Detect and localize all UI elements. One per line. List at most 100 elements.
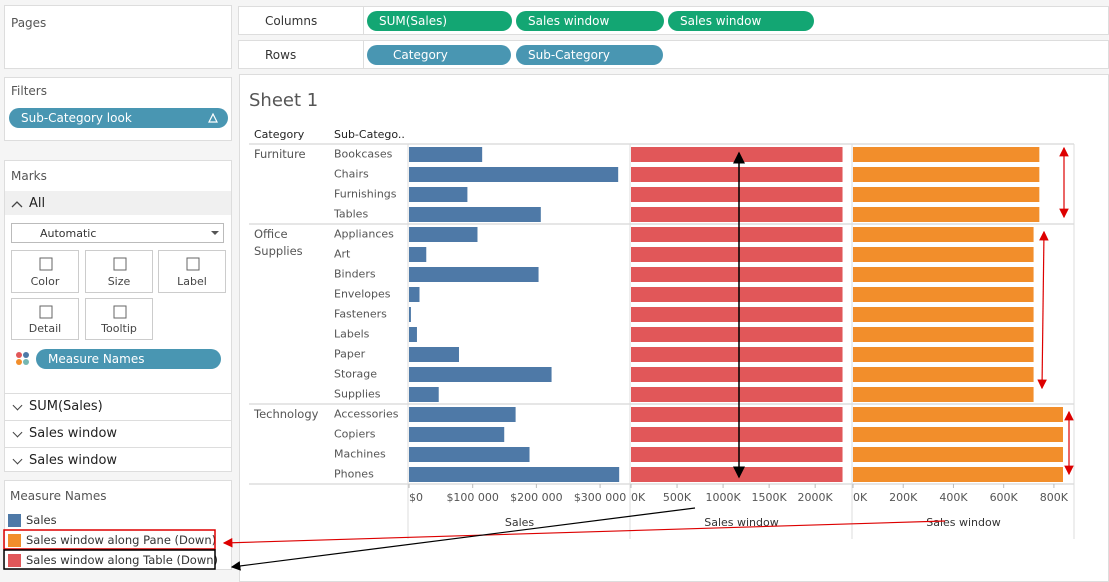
bar: [631, 247, 843, 262]
mark-card[interactable]: Sales window: [29, 453, 118, 468]
bar: [853, 267, 1034, 282]
bar: [631, 147, 843, 162]
dropdown-arrow: [211, 231, 219, 239]
bar: [853, 387, 1034, 402]
column-pill[interactable]: Sales window: [516, 11, 664, 31]
bar: [631, 467, 843, 482]
x-tick-label: 400K: [939, 491, 968, 504]
mark-type: Automatic: [40, 227, 97, 240]
axis-title: Sales window: [926, 516, 1001, 529]
row-header: Category: [254, 128, 305, 141]
mark-button[interactable]: Size: [85, 250, 153, 293]
mark-card[interactable]: Sales window: [29, 426, 118, 441]
bar: [631, 307, 843, 322]
subcategory-label: Accessories: [334, 408, 399, 421]
card-separator: [5, 447, 231, 448]
bar: [409, 207, 541, 222]
filter-pill-label: Sub-Category look: [21, 111, 132, 125]
subcategory-label: Paper: [334, 348, 366, 361]
bar: [853, 467, 1063, 482]
measure-names-pill[interactable]: Measure Names: [36, 349, 221, 369]
bar: [409, 407, 516, 422]
bar: [853, 347, 1034, 362]
bar: [631, 447, 843, 462]
x-tick-label: 500K: [663, 491, 692, 504]
mark-button-label: Color: [30, 275, 60, 288]
marks-all-row[interactable]: [5, 191, 231, 215]
subcategory-label: Binders: [334, 268, 376, 281]
subcategory-label: Copiers: [334, 428, 376, 441]
x-tick-label: $300 000: [574, 491, 627, 504]
bar: [853, 147, 1040, 162]
filters-card: Filters Sub-Category look: [4, 77, 232, 141]
x-tick-label: $200 000: [510, 491, 563, 504]
mark-button[interactable]: Detail: [11, 298, 79, 340]
card-separator: [5, 393, 231, 394]
bar: [409, 367, 552, 382]
mark-card[interactable]: SUM(Sales): [29, 399, 103, 414]
marks-all: All: [29, 196, 46, 211]
bar: [409, 447, 530, 462]
bar: [853, 207, 1040, 222]
mark-button[interactable]: Tooltip: [85, 298, 153, 340]
bar: [631, 167, 843, 182]
row-pill[interactable]: Sub-Category: [516, 45, 663, 65]
bar: [631, 427, 843, 442]
x-tick-label: 600K: [990, 491, 1019, 504]
subcategory-label: Envelopes: [334, 288, 391, 301]
bar: [853, 287, 1034, 302]
bar: [631, 227, 843, 242]
mark-button-label: Label: [177, 275, 207, 288]
pages-title: Pages: [11, 16, 47, 30]
bar: [853, 227, 1034, 242]
pill-label: Sub-Category: [528, 48, 610, 62]
pages-card: Pages: [4, 5, 232, 69]
x-tick-label: 0K: [853, 491, 868, 504]
row-pill[interactable]: Category: [367, 45, 511, 65]
rows-label: Rows: [265, 48, 297, 62]
subcategory-label: Tables: [333, 208, 368, 221]
mark-button[interactable]: Label: [158, 250, 226, 293]
filter-pill[interactable]: Sub-Category look: [9, 108, 228, 128]
bar: [409, 327, 417, 342]
bar: [853, 447, 1063, 462]
column-pill[interactable]: Sales window: [668, 11, 814, 31]
column-pill[interactable]: SUM(Sales): [367, 11, 512, 31]
x-tick-label: $100 000: [446, 491, 499, 504]
measure-names-pill-label: Measure Names: [48, 352, 145, 366]
bar: [631, 267, 843, 282]
columns-label: Columns: [265, 14, 318, 28]
bar: [631, 347, 843, 362]
subcategory-label: Storage: [334, 368, 377, 381]
sheet-title: Sheet 1: [249, 90, 318, 111]
bar: [409, 387, 439, 402]
x-tick-label: 0K: [631, 491, 646, 504]
bar: [409, 287, 420, 302]
legend-swatch: [8, 514, 21, 527]
mark-button-label: Size: [107, 275, 131, 288]
delta-icon: [208, 113, 218, 123]
mark-type-dropdown[interactable]: Automatic: [11, 223, 224, 243]
bar: [853, 187, 1040, 202]
x-tick-label: 1000K: [705, 491, 741, 504]
bar: [409, 247, 427, 262]
bar: [631, 287, 843, 302]
caret: [11, 201, 23, 208]
axis-title: Sales window: [704, 516, 779, 529]
mark-button[interactable]: Color: [11, 250, 79, 293]
bar: [409, 307, 411, 322]
pill-label: Sales window: [680, 14, 762, 28]
filters-title: Filters: [11, 84, 47, 98]
subcategory-label: Supplies: [334, 388, 381, 401]
bar: [631, 387, 843, 402]
axis-title: Sales: [505, 516, 535, 529]
category-label: Furniture: [254, 147, 306, 161]
bar: [409, 267, 539, 282]
mark-button-icon: [39, 305, 53, 319]
bar: [853, 167, 1040, 182]
x-tick-label: 2000K: [798, 491, 834, 504]
legend-label: Sales: [26, 513, 57, 527]
color-icon: [16, 352, 29, 365]
bar: [631, 367, 843, 382]
bar: [631, 187, 843, 202]
